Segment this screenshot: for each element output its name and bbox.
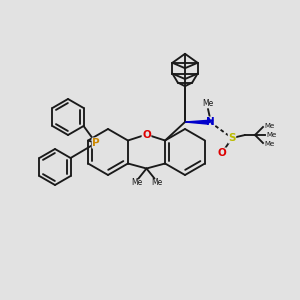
Text: Me: Me <box>131 178 142 187</box>
Text: Me: Me <box>151 178 162 187</box>
Text: N: N <box>206 117 214 127</box>
Text: Me: Me <box>264 123 274 129</box>
Text: Me: Me <box>266 132 276 138</box>
Text: O: O <box>218 148 226 158</box>
Polygon shape <box>185 120 213 124</box>
Text: S: S <box>228 133 236 143</box>
Text: Me: Me <box>202 98 214 107</box>
Text: Me: Me <box>264 141 274 147</box>
Text: O: O <box>142 130 151 140</box>
Text: P: P <box>92 138 100 148</box>
